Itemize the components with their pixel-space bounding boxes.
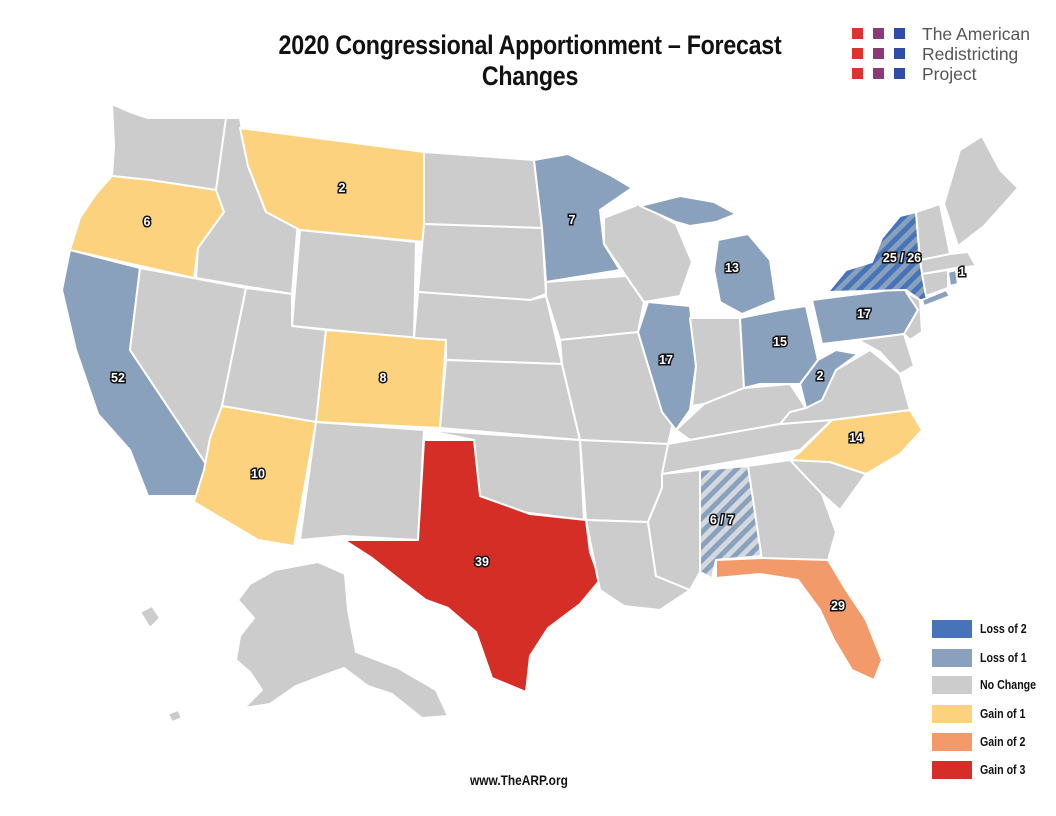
seat-label-alabama: 6 / 7 bbox=[710, 513, 734, 527]
seat-label-minnesota: 7 bbox=[569, 213, 576, 227]
logo-dot bbox=[894, 68, 905, 79]
state-kansas[interactable] bbox=[439, 359, 581, 441]
logo-dot bbox=[873, 28, 884, 39]
state-alaska[interactable] bbox=[235, 561, 449, 719]
logo-dot bbox=[852, 68, 863, 79]
logo-line-1: The American bbox=[922, 24, 1030, 44]
seat-label-colorado: 8 bbox=[380, 371, 387, 385]
logo-dot bbox=[852, 48, 863, 59]
logo-dot-grid bbox=[852, 26, 912, 86]
seat-label-florida: 29 bbox=[831, 599, 845, 613]
seat-label-new-york: 25 / 26 bbox=[883, 251, 921, 265]
state-maryland-delaware[interactable] bbox=[857, 333, 915, 375]
legend-swatch bbox=[932, 649, 972, 667]
legend-label: Loss of 2 bbox=[980, 622, 1027, 636]
state-maine[interactable] bbox=[943, 135, 1019, 247]
state-alaska-islands bbox=[139, 605, 183, 723]
legend-label: No Change bbox=[980, 678, 1037, 692]
logo-dot bbox=[894, 48, 905, 59]
seat-label-illinois: 17 bbox=[659, 353, 673, 367]
state-florida[interactable] bbox=[715, 557, 883, 681]
legend-label: Gain of 2 bbox=[980, 735, 1026, 749]
legend-label: Loss of 1 bbox=[980, 651, 1027, 665]
seat-label-montana: 2 bbox=[339, 181, 346, 195]
seat-label-west-virginia: 2 bbox=[817, 369, 824, 383]
legend-label: Gain of 1 bbox=[980, 707, 1026, 721]
state-new-mexico[interactable] bbox=[299, 421, 425, 541]
logo-dot bbox=[873, 48, 884, 59]
logo-line-3: Project bbox=[922, 64, 977, 84]
state-north-dakota[interactable] bbox=[423, 151, 543, 229]
state-texas[interactable] bbox=[343, 439, 601, 693]
seat-label-rhode-island: 1 bbox=[959, 265, 966, 279]
seat-label-north-carolina: 14 bbox=[849, 431, 863, 445]
seat-label-michigan: 13 bbox=[725, 261, 739, 275]
state-michigan[interactable] bbox=[713, 233, 777, 315]
state-wyoming[interactable] bbox=[291, 229, 417, 339]
arp-logo[interactable]: The American Redistricting Project bbox=[852, 24, 1052, 90]
legend-label: Gain of 3 bbox=[980, 763, 1026, 777]
seat-label-pennsylvania: 17 bbox=[857, 307, 871, 321]
logo-dot bbox=[873, 68, 884, 79]
seat-label-california: 52 bbox=[111, 371, 125, 385]
seat-label-arizona: 10 bbox=[251, 467, 265, 481]
state-rhode-island[interactable] bbox=[947, 269, 959, 287]
legend-swatch bbox=[932, 705, 972, 723]
logo-line-2: Redistricting bbox=[922, 44, 1019, 64]
state-connecticut[interactable] bbox=[921, 269, 949, 297]
state-south-dakota[interactable] bbox=[417, 223, 547, 301]
website-link[interactable]: www.TheARP.org bbox=[470, 772, 568, 788]
state-michigan-upper[interactable] bbox=[639, 195, 737, 227]
legend-swatch bbox=[932, 620, 972, 638]
state-iowa[interactable] bbox=[545, 275, 645, 341]
logo-dot bbox=[894, 28, 905, 39]
seat-label-ohio: 15 bbox=[773, 335, 787, 349]
seat-label-oregon: 6 bbox=[144, 215, 151, 229]
state-west-virginia[interactable] bbox=[799, 349, 859, 409]
legend-swatch bbox=[932, 733, 972, 751]
legend-swatch bbox=[932, 761, 972, 779]
map-title: 2020 Congressional Apportionment – Forec… bbox=[278, 30, 782, 91]
legend-swatch bbox=[932, 676, 972, 694]
logo-dot bbox=[852, 28, 863, 39]
state-new-york-long-island bbox=[921, 289, 951, 307]
seat-label-texas: 39 bbox=[475, 555, 489, 569]
